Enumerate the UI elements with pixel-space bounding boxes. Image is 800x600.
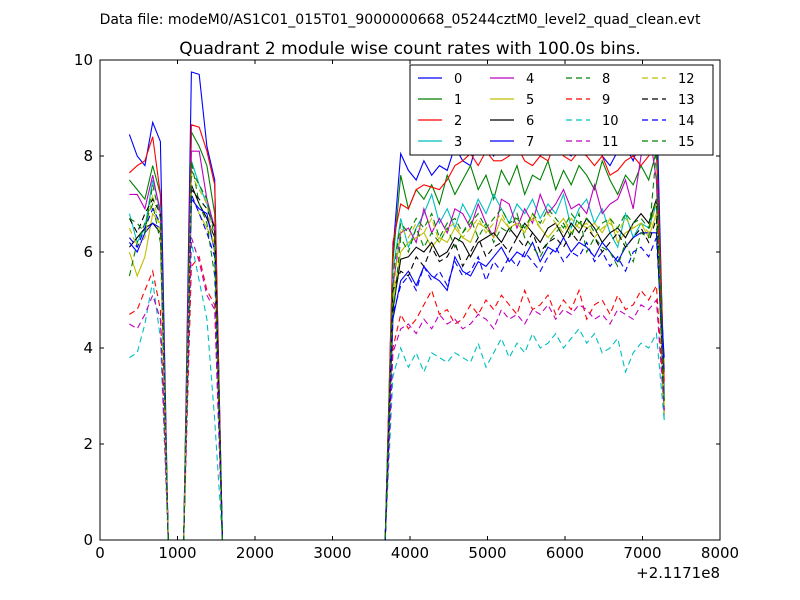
legend-label-3: 3 (454, 135, 462, 150)
chart-title: Quadrant 2 module wise count rates with … (179, 39, 640, 59)
x-axis-offset-label: +2.1171e8 (636, 564, 720, 582)
legend-label-2: 2 (454, 114, 462, 129)
y-tick-label: 4 (83, 339, 93, 357)
series-line-9 (129, 255, 665, 541)
series-line-11 (129, 237, 665, 541)
legend-label-5: 5 (526, 93, 534, 108)
figure-suptitle: Data file: modeM0/AS1C01_015T01_90000006… (100, 12, 701, 28)
series-line-8 (128, 151, 665, 541)
x-tick-label: 5000 (468, 544, 506, 562)
plot-area: 0 1000 2000 3000 4000 5000 6000 7000 8000 0 2 4 6 8 1… (74, 51, 739, 562)
y-tick-label: 2 (83, 435, 93, 453)
series-line-14 (128, 194, 665, 541)
legend-frame (409, 64, 714, 156)
legend-label-6: 6 (526, 114, 534, 129)
legend-label-13: 13 (678, 93, 695, 108)
legend-label-15: 15 (678, 135, 695, 150)
x-tick-label: 3000 (313, 544, 351, 562)
legend-label-11: 11 (602, 135, 619, 150)
x-tick-label: 2000 (236, 544, 274, 562)
series-line-10 (129, 242, 665, 541)
legend-label-1: 1 (454, 93, 462, 108)
x-tick-label: 0 (95, 544, 105, 562)
y-tick-label: 10 (74, 51, 93, 69)
legend-label-8: 8 (602, 72, 610, 87)
legend-label-12: 12 (678, 72, 695, 87)
series-line-12 (128, 173, 665, 541)
x-tick-label: 4000 (391, 544, 429, 562)
x-tick-label: 7000 (623, 544, 661, 562)
legend-label-0: 0 (454, 72, 462, 87)
legend-label-9: 9 (602, 93, 610, 108)
x-tick-label: 6000 (546, 544, 584, 562)
series-layer (128, 71, 665, 541)
legend-label-10: 10 (602, 114, 619, 129)
series-line-15 (129, 168, 665, 541)
y-tick-label: 0 (83, 531, 93, 549)
x-axis: 0 1000 2000 3000 4000 5000 6000 7000 8000 (95, 60, 739, 562)
legend-label-7: 7 (526, 135, 534, 150)
x-tick-label: 1000 (158, 544, 196, 562)
y-tick-label: 8 (83, 147, 93, 165)
y-tick-label: 6 (83, 243, 93, 261)
legend-label-4: 4 (526, 72, 534, 87)
legend-label-14: 14 (678, 114, 695, 129)
x-tick-label: 8000 (701, 544, 739, 562)
